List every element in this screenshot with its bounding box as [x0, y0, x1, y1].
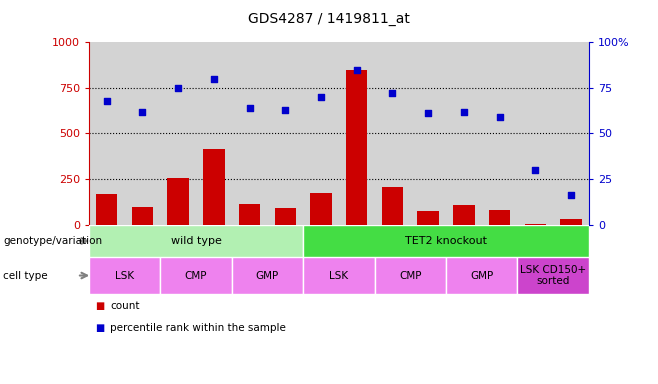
Bar [517, 257, 589, 294]
Point [244, 105, 255, 111]
Bar [96, 194, 117, 225]
Text: GDS4287 / 1419811_at: GDS4287 / 1419811_at [248, 12, 410, 25]
Point [173, 85, 184, 91]
Bar [274, 208, 296, 225]
Text: cell type: cell type [3, 270, 48, 281]
Bar [89, 225, 303, 257]
Bar [161, 257, 232, 294]
Bar [374, 257, 446, 294]
Bar [239, 204, 261, 225]
Bar [132, 207, 153, 225]
Bar [303, 257, 374, 294]
Bar [453, 205, 474, 225]
Text: count: count [110, 301, 139, 311]
Text: TET2 knockout: TET2 knockout [405, 236, 487, 246]
Point [316, 94, 326, 100]
Text: genotype/variation: genotype/variation [3, 236, 103, 246]
Point [280, 107, 291, 113]
Bar [311, 193, 332, 225]
Point [530, 167, 541, 173]
Point [101, 98, 112, 104]
Point [209, 76, 219, 82]
Bar [417, 211, 439, 225]
Bar [489, 210, 511, 225]
Text: LSK CD150+
sorted: LSK CD150+ sorted [520, 265, 586, 286]
Text: CMP: CMP [185, 270, 207, 281]
Bar [303, 225, 589, 257]
Bar [89, 257, 161, 294]
Text: GMP: GMP [256, 270, 279, 281]
Point [387, 90, 397, 96]
Text: ■: ■ [95, 323, 105, 333]
Bar [561, 219, 582, 225]
Bar [524, 224, 546, 225]
Text: wild type: wild type [170, 236, 222, 246]
Point [351, 66, 362, 73]
Bar [382, 187, 403, 225]
Text: LSK: LSK [329, 270, 349, 281]
Point [137, 109, 147, 115]
Text: CMP: CMP [399, 270, 422, 281]
Point [459, 109, 469, 115]
Point [423, 110, 434, 116]
Bar [346, 70, 367, 225]
Text: GMP: GMP [470, 270, 494, 281]
Bar [232, 257, 303, 294]
Text: LSK: LSK [115, 270, 134, 281]
Bar [203, 149, 224, 225]
Point [494, 114, 505, 120]
Bar [167, 178, 189, 225]
Text: ■: ■ [95, 301, 105, 311]
Bar [446, 257, 517, 294]
Text: percentile rank within the sample: percentile rank within the sample [110, 323, 286, 333]
Point [566, 192, 576, 199]
